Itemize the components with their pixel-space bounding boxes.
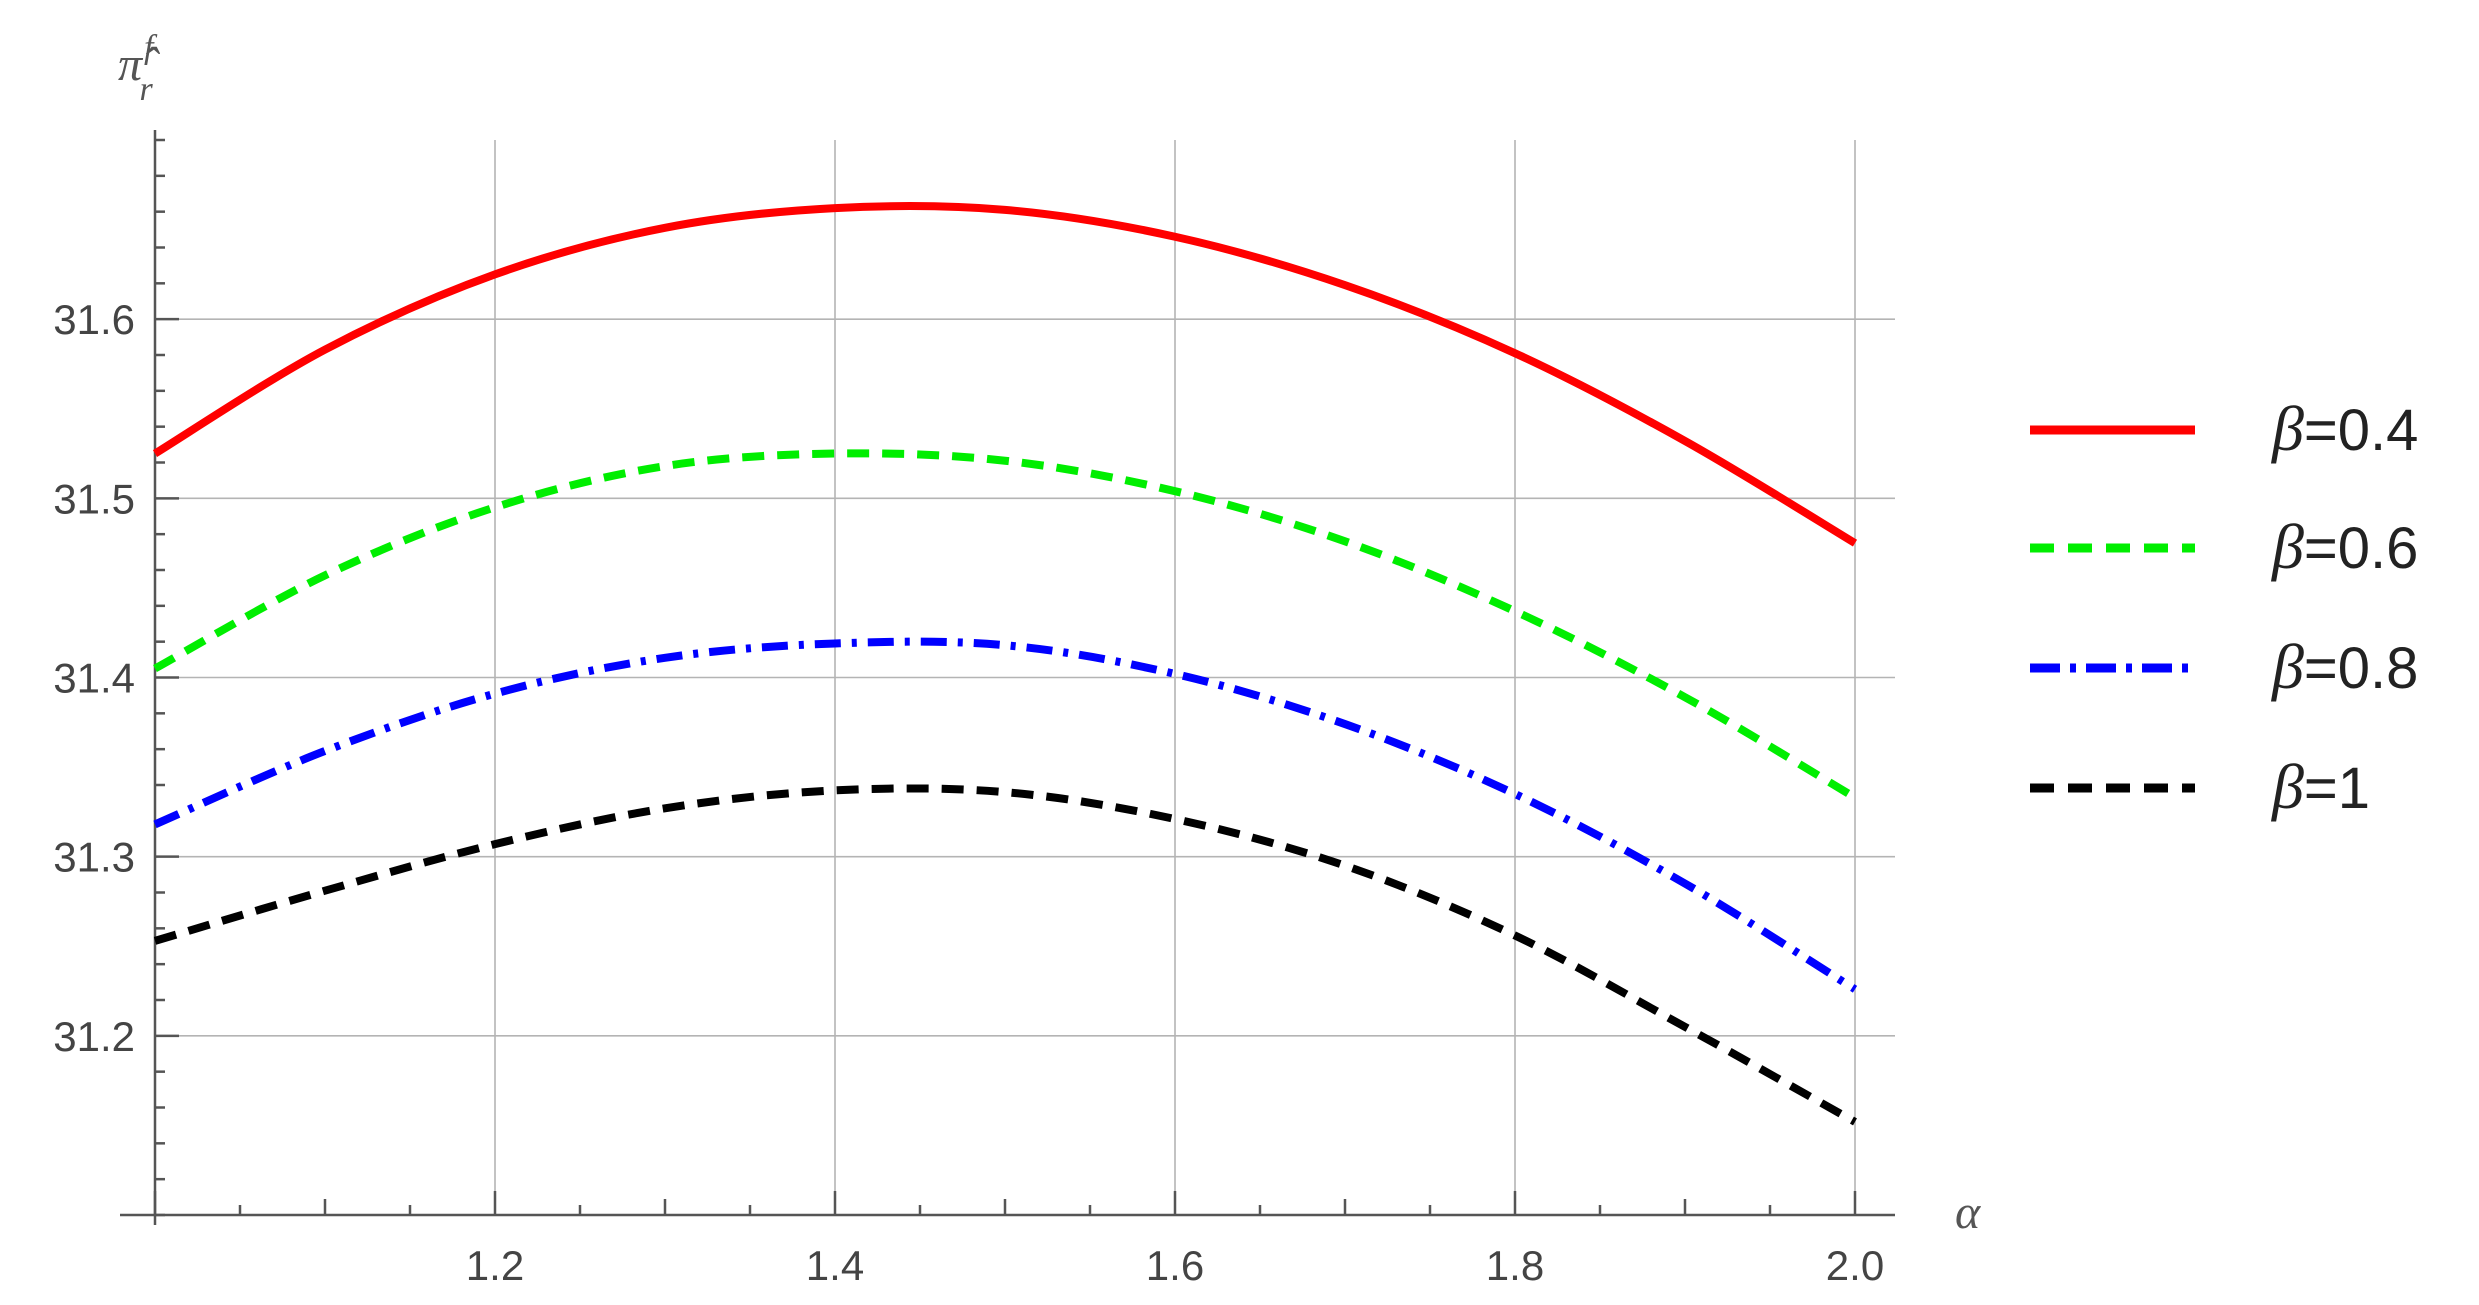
y-axis-label: π̂f r [118,29,160,108]
x-tick-label: 2.0 [1826,1242,1884,1289]
y-tick-label: 31.4 [53,655,135,702]
y-axis-label-sup: f [144,29,158,66]
y-tick-label: 31.5 [53,475,135,522]
legend-symbol: β [2270,751,2304,822]
legend-value: =0.4 [2304,398,2419,463]
y-tick-label: 31.2 [53,1013,135,1060]
legend-label-1: β=0.4 [2270,393,2418,464]
legend-symbol: β [2270,393,2304,464]
svg-text:π̂fr: π̂f r [118,29,160,108]
series-line-2 [153,449,1858,801]
x-tick-label: 1.6 [1146,1242,1204,1289]
legend: β=0.4β=0.6β=0.8β=1 [2030,393,2418,822]
legend-value: =1 [2304,756,2370,821]
ticks: 1.2 1.4 1.6 1.8 2.0 31.2 31.3 31.4 31.5 31.6 [53,138,1884,1289]
x-tick-label: 1.8 [1486,1242,1544,1289]
series-lines [152,202,1858,1126]
legend-value: =0.8 [2304,636,2419,701]
x-axis-label: α [1955,1186,1981,1239]
y-tick-label: 31.3 [53,834,135,881]
y-tick-label: 31.6 [53,296,135,343]
series-line-4 [153,784,1857,1126]
legend-value: =0.6 [2304,516,2419,581]
legend-symbol: β [2270,631,2304,702]
series-line-3 [153,637,1858,993]
x-tick-label: 1.2 [466,1242,524,1289]
y-axis-label-sub: r [140,71,154,108]
series-line-1 [152,202,1858,547]
grid [155,140,1895,1215]
legend-label-3: β=0.8 [2270,631,2418,702]
legend-label-2: β=0.6 [2270,511,2418,582]
legend-label-4: β=1 [2270,751,2370,822]
x-tick-label: 1.4 [806,1242,864,1289]
legend-symbol: β [2270,511,2304,582]
